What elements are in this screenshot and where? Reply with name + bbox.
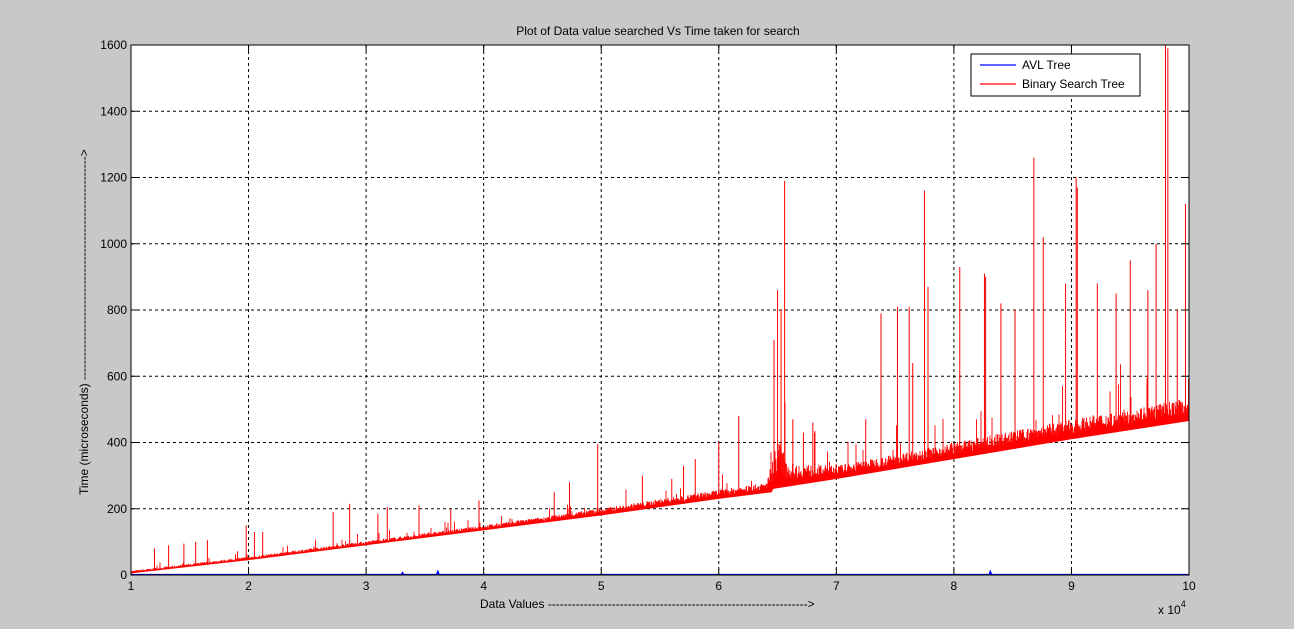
x-tick-label: 9 xyxy=(1068,579,1075,593)
x-tick-labels: 1 2 3 4 5 6 7 8 9 10 xyxy=(128,579,1196,593)
x-tick-label: 3 xyxy=(363,579,370,593)
legend-box xyxy=(970,53,1141,97)
y-tick-label: 1200 xyxy=(100,171,127,185)
ticks xyxy=(130,44,1190,576)
x-tick-label: 8 xyxy=(951,579,958,593)
x-tick-label: 1 xyxy=(128,579,135,593)
x-tick-label: 5 xyxy=(598,579,605,593)
y-axis-label: Time (microseconds) --------------------… xyxy=(77,149,91,495)
x-tick-label: 4 xyxy=(480,579,487,593)
chart-title: Plot of Data value searched Vs Time take… xyxy=(516,24,799,38)
y-tick-label: 1000 xyxy=(100,237,127,251)
y-tick-label: 600 xyxy=(107,369,127,383)
x-tick-label: 2 xyxy=(245,579,252,593)
grid xyxy=(131,45,1189,575)
y-tick-label: 200 xyxy=(107,502,127,516)
y-tick-label: 0 xyxy=(120,568,127,582)
y-tick-label: 800 xyxy=(107,303,127,317)
legend: AVL Tree Binary Search Tree xyxy=(970,53,1141,97)
legend-label-binary-search-tree: Binary Search Tree xyxy=(1022,77,1125,91)
x-multiplier: x 104 xyxy=(1158,599,1186,617)
y-tick-label: 1400 xyxy=(100,104,127,118)
x-tick-label: 10 xyxy=(1182,579,1196,593)
y-tick-label: 1600 xyxy=(100,38,127,52)
y-tick-label: 400 xyxy=(107,436,127,450)
series-layer xyxy=(130,45,1190,576)
x-tick-label: 7 xyxy=(833,579,840,593)
x-axis-label: Data Values ----------------------------… xyxy=(480,597,815,611)
x-tick-label: 6 xyxy=(715,579,722,593)
y-tick-labels: 0 200 400 600 800 1000 1200 1400 1600 xyxy=(100,38,127,582)
x-multiplier-exponent: 4 xyxy=(1181,599,1186,609)
legend-label-avl-tree: AVL Tree xyxy=(1022,58,1071,72)
